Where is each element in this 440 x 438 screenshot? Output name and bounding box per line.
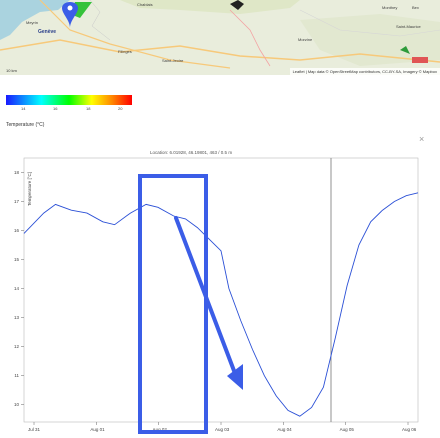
- highlight-box: [138, 174, 208, 434]
- x-tick-label: Aug 05: [340, 427, 355, 432]
- map-place-label: Morzine: [298, 37, 313, 42]
- map-scale-label: 10 km: [6, 68, 17, 73]
- x-tick-label: Aug 03: [215, 427, 230, 432]
- map-scale: 10 km: [6, 68, 44, 73]
- map-place-label: Genève: [38, 29, 57, 35]
- map-attribution-text: Leaflet | Map data © OpenStreetMap contr…: [292, 69, 437, 74]
- y-tick-label: 16: [14, 228, 20, 233]
- arrow-head: [227, 364, 243, 390]
- y-axis-label: Temperature [°C]: [27, 172, 32, 206]
- legend-title: Temperature (°C): [6, 122, 45, 128]
- x-tick-label: Jul 31: [28, 427, 41, 432]
- legend-color-bar: [6, 95, 132, 105]
- plot-area: [23, 157, 419, 423]
- temperature-legend: 14 16 18 20 Temperature (°C): [6, 95, 136, 135]
- y-tick-label: 11: [14, 373, 19, 378]
- map-place-label: Chablais: [137, 2, 153, 7]
- y-tick-label: 15: [14, 257, 20, 262]
- y-tick-label: 13: [14, 315, 20, 320]
- x-tick-label: Aug 02: [153, 427, 168, 432]
- legend-tick: 20: [118, 106, 123, 111]
- legend-tick: 16: [53, 106, 58, 111]
- chart-title: Location: 6.01928, 46.19801, 463 / 0.5 m: [150, 150, 233, 155]
- x-tick-label: Aug 04: [277, 427, 292, 432]
- map-place-label: Monthey: [382, 5, 398, 10]
- map-view[interactable]: Chablais Monthey Bex Meyrin Genève Saint…: [0, 0, 440, 75]
- map-place-label: Meyrin: [26, 20, 39, 25]
- map-place-label: Saint-Maurice: [396, 24, 421, 29]
- close-icon[interactable]: ×: [419, 134, 425, 144]
- y-tick-label: 14: [14, 286, 20, 291]
- map-place-label: Bex: [412, 5, 419, 10]
- y-tick-label: 18: [14, 170, 20, 175]
- map-place-label: Filinges: [118, 49, 132, 54]
- y-tick-label: 12: [14, 344, 20, 349]
- x-tick-label: Aug 01: [90, 427, 105, 432]
- map-tiles: [0, 0, 440, 75]
- series-line-temperature: [23, 192, 419, 417]
- x-tick-label: Aug 06: [402, 427, 417, 432]
- map-attribution[interactable]: Leaflet | Map data © OpenStreetMap contr…: [289, 68, 440, 75]
- y-tick-label: 10: [14, 402, 20, 407]
- y-tick-label: 17: [14, 199, 20, 204]
- legend-tick: 18: [86, 106, 91, 111]
- map-place-label: Saint-Jeoire: [162, 58, 184, 63]
- legend-tick: 14: [21, 106, 26, 111]
